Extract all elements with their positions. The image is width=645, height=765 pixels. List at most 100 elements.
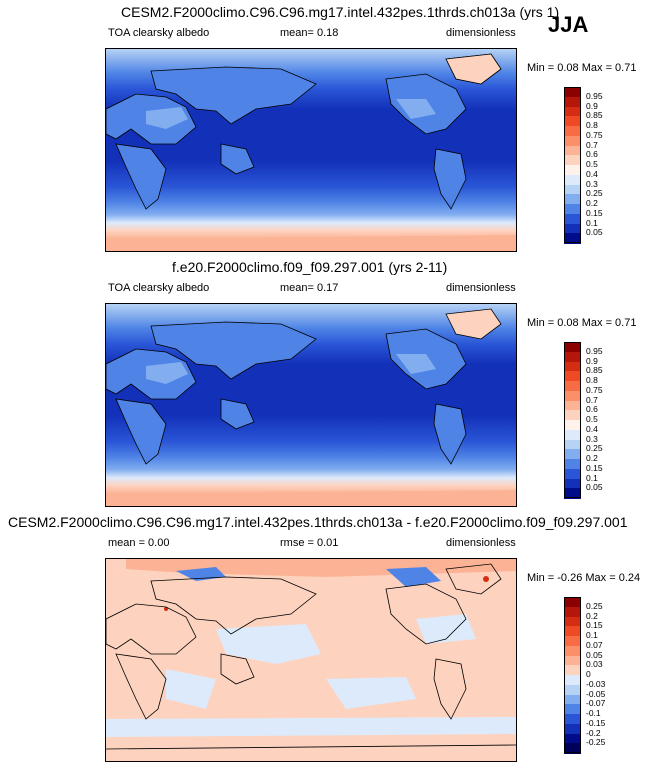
colorbar-tick-label: 0.03 bbox=[586, 659, 603, 670]
colorbar-segment bbox=[564, 223, 581, 234]
colorbar-tick-label: -0.05 bbox=[586, 688, 606, 699]
colorbar-tick-label: 0.8 bbox=[586, 375, 598, 385]
colorbar-tick-label: -0.15 bbox=[586, 717, 606, 728]
colorbar-segment bbox=[564, 204, 581, 215]
colorbar-tick-label: 0.15 bbox=[586, 207, 603, 218]
colorbar-segment bbox=[564, 675, 581, 686]
panel-3-colorbar bbox=[564, 597, 581, 754]
colorbar-tick-label: 0.9 bbox=[586, 100, 598, 111]
colorbar-tick-label: 0.2 bbox=[586, 198, 598, 208]
colorbar-segment bbox=[564, 636, 581, 647]
panel-1-units-label: dimensionless bbox=[446, 27, 516, 39]
colorbar-segment bbox=[564, 400, 581, 411]
colorbar-tick-label: -0.1 bbox=[586, 708, 601, 718]
panel-2-colorbar bbox=[564, 342, 581, 499]
colorbar-segment bbox=[564, 429, 581, 440]
colorbar-tick-label: 0.4 bbox=[586, 168, 598, 179]
colorbar-tick-label: 0.7 bbox=[586, 394, 598, 405]
colorbar-segment bbox=[564, 116, 581, 127]
colorbar-segment bbox=[564, 390, 581, 401]
panel-2-variable-label: TOA clearsky albedo bbox=[108, 282, 210, 294]
colorbar-segment bbox=[564, 597, 581, 608]
colorbar-tick-label: -0.07 bbox=[586, 698, 606, 709]
colorbar-tick-label: 0.8 bbox=[586, 120, 598, 130]
colorbar-segment bbox=[564, 165, 581, 176]
colorbar-segment bbox=[564, 714, 581, 725]
colorbar-segment bbox=[564, 155, 581, 166]
colorbar-tick-label: -0.2 bbox=[586, 727, 601, 738]
colorbar-segment bbox=[564, 381, 581, 392]
colorbar-segment bbox=[564, 184, 581, 195]
colorbar-segment bbox=[564, 410, 581, 421]
colorbar-tick-label: 0.7 bbox=[586, 139, 598, 150]
colorbar-segment bbox=[564, 96, 581, 107]
colorbar-tick-label: 0.95 bbox=[586, 345, 603, 356]
panel-3-mean-label: mean = 0.00 bbox=[108, 537, 170, 549]
colorbar-segment bbox=[564, 468, 581, 479]
colorbar-segment bbox=[564, 733, 581, 744]
colorbar-tick-label: 0.6 bbox=[586, 404, 598, 415]
colorbar-tick-label: 0.2 bbox=[586, 610, 598, 621]
colorbar-segment bbox=[564, 488, 581, 499]
panel-1-title: CESM2.F2000climo.C96.C96.mg17.intel.432p… bbox=[121, 4, 560, 20]
colorbar-tick-label: 0.5 bbox=[586, 414, 598, 424]
panel-2-mean-label: mean= 0.17 bbox=[280, 282, 339, 294]
colorbar-segment bbox=[564, 126, 581, 137]
colorbar-segment bbox=[564, 135, 581, 146]
panel-1-minmax: Min = 0.08 Max = 0.71 bbox=[527, 62, 637, 74]
colorbar-tick-label: 0.85 bbox=[586, 110, 603, 121]
colorbar-segment bbox=[564, 351, 581, 362]
colorbar-tick-label: 0.2 bbox=[586, 453, 598, 463]
colorbar-segment bbox=[564, 626, 581, 637]
colorbar-segment bbox=[564, 704, 581, 715]
colorbar-segment bbox=[564, 665, 581, 676]
colorbar-tick-label: 0.25 bbox=[586, 600, 603, 611]
colorbar-tick-label: 0.85 bbox=[586, 365, 603, 376]
colorbar-segment bbox=[564, 606, 581, 617]
colorbar-segment bbox=[564, 645, 581, 656]
colorbar-segment bbox=[564, 145, 581, 156]
panel-3-title: CESM2.F2000climo.C96.C96.mg17.intel.432p… bbox=[8, 514, 628, 530]
panel-3-minmax: Min = -0.26 Max = 0.24 bbox=[527, 572, 641, 584]
panel-2-units-label: dimensionless bbox=[446, 282, 516, 294]
colorbar-tick-label: 0.9 bbox=[586, 355, 598, 366]
panel-3-units-label: dimensionless bbox=[446, 537, 516, 549]
colorbar-tick-label: -0.25 bbox=[586, 737, 606, 748]
colorbar-tick-label: 0.3 bbox=[586, 178, 598, 189]
colorbar-segment bbox=[564, 371, 581, 382]
colorbar-tick-label: 0.15 bbox=[586, 620, 603, 631]
colorbar-segment bbox=[564, 723, 581, 734]
colorbar-tick-label: 0.07 bbox=[586, 639, 603, 650]
panel-1-variable-label: TOA clearsky albedo bbox=[108, 27, 210, 39]
panel-1-map bbox=[105, 48, 517, 252]
colorbar-tick-label: 0 bbox=[586, 669, 591, 679]
colorbar-segment bbox=[564, 655, 581, 666]
panel-3-map bbox=[105, 558, 517, 762]
colorbar-segment bbox=[564, 478, 581, 489]
colorbar-segment bbox=[564, 743, 581, 754]
colorbar-tick-label: 0.25 bbox=[586, 443, 603, 454]
colorbar-segment bbox=[564, 616, 581, 627]
panel-2-map bbox=[105, 303, 517, 507]
colorbar-tick-label: 0.25 bbox=[586, 188, 603, 199]
colorbar-segment bbox=[564, 174, 581, 185]
colorbar-tick-label: 0.05 bbox=[586, 649, 603, 660]
panel-3-rmse-label: rmse = 0.01 bbox=[280, 537, 339, 549]
colorbar-segment bbox=[564, 233, 581, 244]
colorbar-tick-label: 0.05 bbox=[586, 227, 603, 238]
panel-2-minmax: Min = 0.08 Max = 0.71 bbox=[527, 317, 637, 329]
colorbar-tick-label: -0.03 bbox=[586, 678, 606, 689]
colorbar-tick-label: 0.5 bbox=[586, 159, 598, 169]
colorbar-segment bbox=[564, 361, 581, 372]
colorbar-segment bbox=[564, 213, 581, 224]
panel-2-title: f.e20.F2000climo.f09_f09.297.001 (yrs 2-… bbox=[172, 259, 448, 275]
colorbar-segment bbox=[564, 194, 581, 205]
colorbar-tick-label: 0.05 bbox=[586, 482, 603, 493]
panel-1-mean-label: mean= 0.18 bbox=[280, 27, 339, 39]
colorbar-tick-label: 0.1 bbox=[586, 217, 598, 228]
colorbar-segment bbox=[564, 694, 581, 705]
colorbar-segment bbox=[564, 420, 581, 431]
colorbar-tick-label: 0.3 bbox=[586, 433, 598, 444]
colorbar-segment bbox=[564, 684, 581, 695]
colorbar-tick-label: 0.4 bbox=[586, 423, 598, 434]
